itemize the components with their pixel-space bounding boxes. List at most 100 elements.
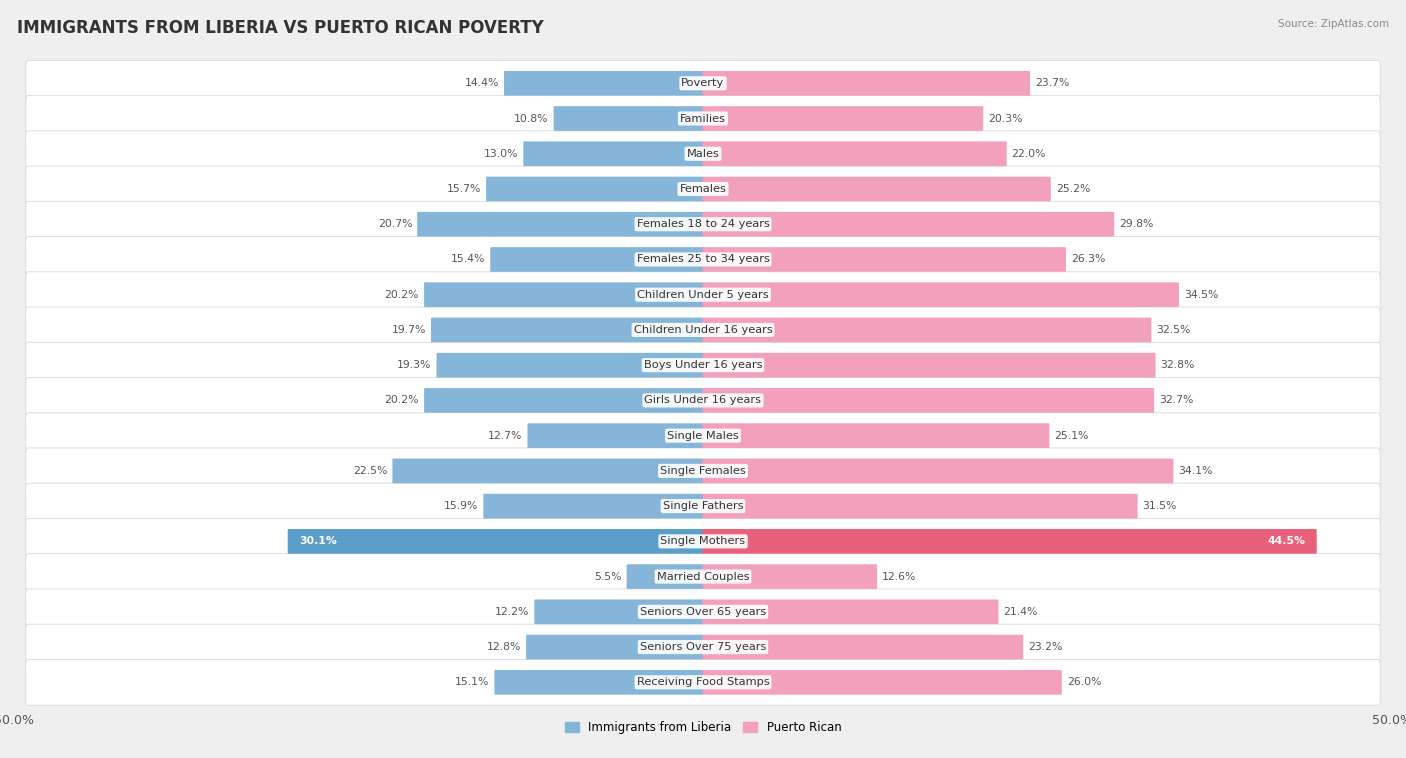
Text: 31.5%: 31.5%: [1143, 501, 1177, 511]
FancyBboxPatch shape: [25, 377, 1381, 423]
Text: Single Mothers: Single Mothers: [661, 537, 745, 547]
FancyBboxPatch shape: [527, 423, 703, 448]
Text: 32.7%: 32.7%: [1159, 396, 1194, 406]
Text: 25.1%: 25.1%: [1054, 431, 1088, 440]
Text: Females 25 to 34 years: Females 25 to 34 years: [637, 255, 769, 265]
Text: 10.8%: 10.8%: [515, 114, 548, 124]
FancyBboxPatch shape: [703, 529, 1316, 553]
FancyBboxPatch shape: [534, 600, 703, 624]
Text: IMMIGRANTS FROM LIBERIA VS PUERTO RICAN POVERTY: IMMIGRANTS FROM LIBERIA VS PUERTO RICAN …: [17, 19, 544, 37]
FancyBboxPatch shape: [25, 166, 1381, 212]
FancyBboxPatch shape: [25, 236, 1381, 283]
FancyBboxPatch shape: [25, 413, 1381, 459]
FancyBboxPatch shape: [703, 71, 1031, 96]
Text: Receiving Food Stamps: Receiving Food Stamps: [637, 678, 769, 688]
Text: Families: Families: [681, 114, 725, 124]
Text: 19.3%: 19.3%: [396, 360, 432, 370]
Text: 34.1%: 34.1%: [1178, 466, 1213, 476]
Text: 23.2%: 23.2%: [1028, 642, 1063, 652]
Text: Females: Females: [679, 184, 727, 194]
Text: Seniors Over 65 years: Seniors Over 65 years: [640, 607, 766, 617]
FancyBboxPatch shape: [25, 61, 1381, 106]
Text: 14.4%: 14.4%: [465, 78, 499, 88]
FancyBboxPatch shape: [25, 518, 1381, 564]
Text: 5.5%: 5.5%: [595, 572, 621, 581]
Text: Married Couples: Married Couples: [657, 572, 749, 581]
FancyBboxPatch shape: [703, 634, 1024, 659]
Text: 30.1%: 30.1%: [299, 537, 337, 547]
FancyBboxPatch shape: [25, 131, 1381, 177]
FancyBboxPatch shape: [392, 459, 703, 483]
Text: 20.3%: 20.3%: [988, 114, 1022, 124]
FancyBboxPatch shape: [703, 493, 1137, 518]
FancyBboxPatch shape: [25, 553, 1381, 600]
Text: Source: ZipAtlas.com: Source: ZipAtlas.com: [1278, 19, 1389, 29]
FancyBboxPatch shape: [418, 212, 703, 236]
Text: 25.2%: 25.2%: [1056, 184, 1090, 194]
Text: Single Females: Single Females: [661, 466, 745, 476]
FancyBboxPatch shape: [703, 352, 1156, 377]
Text: 32.5%: 32.5%: [1156, 325, 1191, 335]
FancyBboxPatch shape: [703, 142, 1007, 166]
Text: Males: Males: [686, 149, 720, 158]
FancyBboxPatch shape: [25, 202, 1381, 247]
FancyBboxPatch shape: [703, 600, 998, 624]
FancyBboxPatch shape: [25, 307, 1381, 352]
Text: 22.5%: 22.5%: [353, 466, 388, 476]
FancyBboxPatch shape: [25, 343, 1381, 388]
FancyBboxPatch shape: [432, 318, 703, 343]
Text: 20.2%: 20.2%: [385, 290, 419, 299]
Text: 22.0%: 22.0%: [1012, 149, 1046, 158]
Text: 26.3%: 26.3%: [1071, 255, 1105, 265]
FancyBboxPatch shape: [703, 459, 1174, 483]
FancyBboxPatch shape: [703, 423, 1049, 448]
Text: 19.7%: 19.7%: [392, 325, 426, 335]
FancyBboxPatch shape: [25, 624, 1381, 670]
FancyBboxPatch shape: [703, 283, 1178, 307]
FancyBboxPatch shape: [703, 388, 1154, 413]
FancyBboxPatch shape: [703, 177, 1050, 202]
Text: Poverty: Poverty: [682, 78, 724, 88]
Text: 12.8%: 12.8%: [486, 642, 522, 652]
FancyBboxPatch shape: [25, 272, 1381, 318]
FancyBboxPatch shape: [703, 106, 983, 131]
Text: 32.8%: 32.8%: [1160, 360, 1195, 370]
Text: Children Under 16 years: Children Under 16 years: [634, 325, 772, 335]
Text: 20.7%: 20.7%: [378, 219, 412, 229]
Text: Boys Under 16 years: Boys Under 16 years: [644, 360, 762, 370]
FancyBboxPatch shape: [491, 247, 703, 272]
Text: Children Under 5 years: Children Under 5 years: [637, 290, 769, 299]
FancyBboxPatch shape: [25, 96, 1381, 142]
Text: 15.1%: 15.1%: [456, 678, 489, 688]
Text: 12.6%: 12.6%: [882, 572, 917, 581]
Text: 15.7%: 15.7%: [447, 184, 481, 194]
FancyBboxPatch shape: [425, 388, 703, 413]
FancyBboxPatch shape: [25, 589, 1381, 634]
FancyBboxPatch shape: [484, 493, 703, 518]
FancyBboxPatch shape: [495, 670, 703, 694]
FancyBboxPatch shape: [503, 71, 703, 96]
FancyBboxPatch shape: [523, 142, 703, 166]
Text: Seniors Over 75 years: Seniors Over 75 years: [640, 642, 766, 652]
Text: 12.7%: 12.7%: [488, 431, 523, 440]
Text: 12.2%: 12.2%: [495, 607, 530, 617]
FancyBboxPatch shape: [703, 318, 1152, 343]
FancyBboxPatch shape: [288, 529, 703, 553]
FancyBboxPatch shape: [25, 448, 1381, 493]
FancyBboxPatch shape: [554, 106, 703, 131]
Text: Females 18 to 24 years: Females 18 to 24 years: [637, 219, 769, 229]
Text: Single Males: Single Males: [666, 431, 740, 440]
Text: 23.7%: 23.7%: [1035, 78, 1070, 88]
FancyBboxPatch shape: [436, 352, 703, 377]
FancyBboxPatch shape: [526, 634, 703, 659]
FancyBboxPatch shape: [703, 670, 1062, 694]
Legend: Immigrants from Liberia, Puerto Rican: Immigrants from Liberia, Puerto Rican: [560, 716, 846, 739]
FancyBboxPatch shape: [486, 177, 703, 202]
FancyBboxPatch shape: [703, 212, 1114, 236]
Text: Single Fathers: Single Fathers: [662, 501, 744, 511]
Text: 34.5%: 34.5%: [1184, 290, 1218, 299]
Text: Girls Under 16 years: Girls Under 16 years: [644, 396, 762, 406]
FancyBboxPatch shape: [25, 659, 1381, 705]
Text: 21.4%: 21.4%: [1004, 607, 1038, 617]
Text: 15.4%: 15.4%: [451, 255, 485, 265]
